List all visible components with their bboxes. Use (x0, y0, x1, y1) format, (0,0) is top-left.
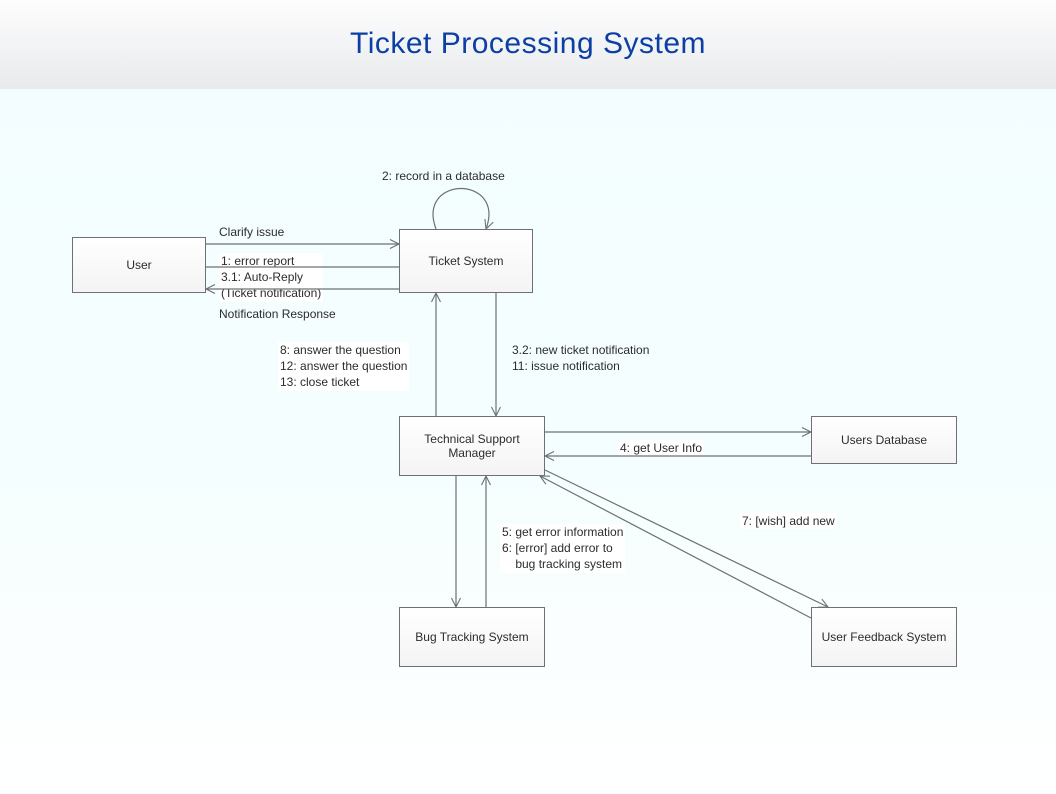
node-user: User (72, 237, 206, 293)
label-get-error-info: 5: get error information 6: [error] add … (500, 524, 625, 573)
label-record-database: 2: record in a database (382, 168, 505, 184)
label-wish-add-new: 7: [wish] add new (740, 513, 837, 529)
edges-svg (0, 0, 1056, 794)
node-users-database: Users Database (811, 416, 957, 464)
label-get-user-info: 4: get User Info (618, 440, 704, 456)
page-title: Ticket Processing System (350, 27, 706, 61)
node-user-feedback-system: User Feedback System (811, 607, 957, 667)
label-error-report: 1: error report 3.1: Auto-Reply (Ticket … (219, 253, 323, 302)
node-ticket-system: Ticket System (399, 229, 533, 293)
diagram-canvas: Ticket Processing System User Ticket Sys… (0, 0, 1056, 794)
label-new-ticket-notif: 3.2: new ticket notification 11: issue n… (512, 342, 649, 374)
title-bar: Ticket Processing System (0, 0, 1056, 89)
label-answer-close: 8: answer the question 12: answer the qu… (278, 342, 409, 391)
label-clarify-issue: Clarify issue (219, 224, 284, 240)
edge-e-ticket-self (433, 189, 489, 230)
node-bug-tracking-system: Bug Tracking System (399, 607, 545, 667)
label-notification-response: Notification Response (219, 306, 336, 322)
node-technical-support-manager: Technical Support Manager (399, 416, 545, 476)
